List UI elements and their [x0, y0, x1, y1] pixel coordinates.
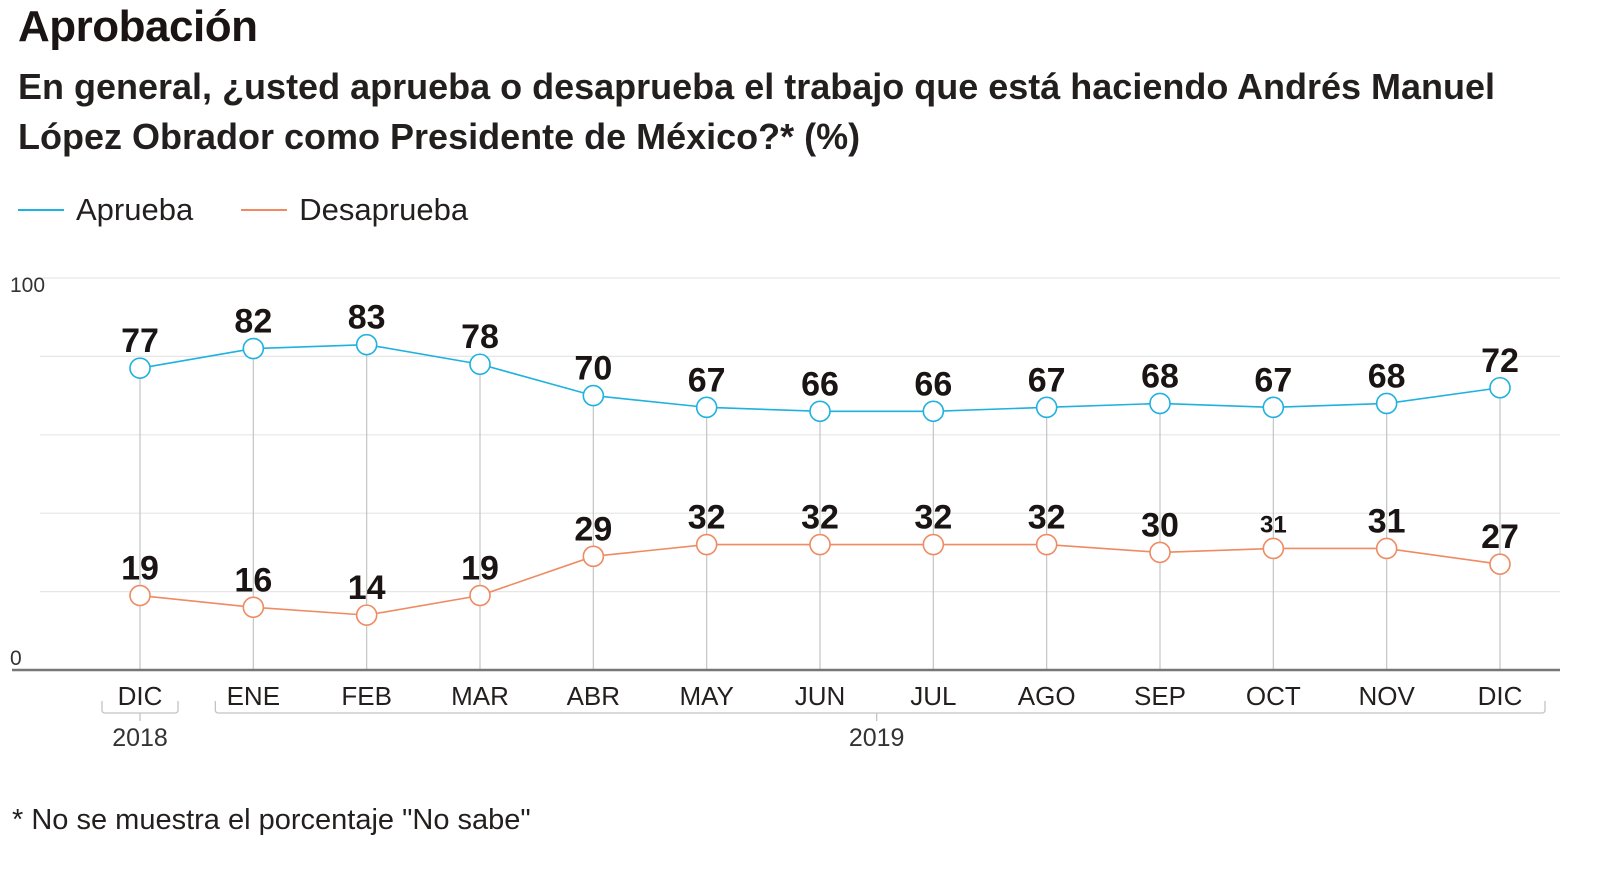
- x-tick-label: ENE: [227, 681, 280, 711]
- data-point-aprueba: [1375, 392, 1398, 415]
- data-label-aprueba: 67: [688, 361, 726, 399]
- data-label-desaprueba: 19: [121, 550, 159, 588]
- legend-label-desaprueba: Desaprueba: [299, 192, 469, 227]
- data-label-desaprueba: 32: [688, 499, 726, 537]
- x-tick-label: NOV: [1358, 681, 1415, 711]
- data-point-desaprueba: [1262, 537, 1285, 560]
- year-bracket-2019: [214, 701, 1546, 714]
- footnote: * No se muestra el porcentaje "No sabe": [12, 804, 531, 836]
- x-tick-label: DIC: [1478, 681, 1523, 711]
- data-label-aprueba: 68: [1141, 357, 1179, 395]
- data-point-desaprueba: [355, 604, 378, 626]
- data-point-aprueba: [922, 400, 945, 423]
- chart-title: Aprobación: [18, 2, 258, 51]
- data-label-aprueba: 67: [1028, 361, 1066, 399]
- data-label-desaprueba: 16: [234, 561, 272, 599]
- x-tick-label: MAY: [679, 681, 733, 711]
- year-brackets: 2018 2019: [101, 701, 1546, 752]
- data-label-desaprueba: 30: [1141, 506, 1179, 544]
- data-label-aprueba: 77: [121, 322, 159, 360]
- data-point-aprueba: [695, 396, 718, 419]
- x-tick-label: FEB: [341, 681, 392, 711]
- data-label-aprueba: 68: [1368, 357, 1406, 395]
- data-label-desaprueba: 14: [348, 569, 386, 607]
- data-label-desaprueba: 32: [801, 499, 839, 537]
- data-point-aprueba: [129, 357, 151, 379]
- x-axis-ticks: DIC ENE FEB MAR ABR MAY JUN JUL AGO SEP OCT NOV DIC: [118, 681, 1523, 711]
- data-label-desaprueba: 19: [461, 550, 499, 588]
- legend-item-aprueba: Aprueba: [18, 192, 193, 228]
- legend-swatch-aprueba: [18, 209, 64, 211]
- data-label-aprueba: 78: [461, 318, 499, 356]
- data-point-desaprueba: [129, 584, 151, 607]
- data-label-desaprueba: 32: [1028, 499, 1066, 537]
- data-point-aprueba: [1262, 396, 1285, 419]
- data-point-desaprueba: [1375, 537, 1398, 560]
- x-tick-label: JUN: [795, 681, 846, 711]
- data-point-aprueba: [1149, 392, 1171, 415]
- data-label-aprueba: 83: [348, 299, 386, 337]
- legend: Aprueba Desaprueba: [18, 192, 516, 228]
- gridlines: [40, 277, 1560, 593]
- x-tick-label: JUL: [910, 681, 956, 711]
- legend-item-desaprueba: Desaprueba: [241, 192, 468, 228]
- year-label-2019: 2019: [849, 724, 905, 752]
- data-label-aprueba: 70: [574, 350, 612, 388]
- data-label-aprueba: 66: [914, 365, 952, 403]
- data-point-desaprueba: [242, 596, 265, 619]
- y-tick-label-100: 100: [10, 274, 45, 297]
- data-point-aprueba: [809, 400, 831, 423]
- data-point-aprueba: [1035, 396, 1058, 419]
- data-point-desaprueba: [1035, 533, 1058, 556]
- data-point-aprueba: [242, 337, 265, 360]
- data-point-desaprueba: [469, 584, 491, 607]
- legend-label-aprueba: Aprueba: [76, 192, 194, 227]
- data-label-aprueba: 72: [1481, 342, 1519, 380]
- y-tick-label-0: 0: [10, 647, 22, 670]
- data-point-aprueba: [582, 384, 605, 407]
- data-point-desaprueba: [809, 533, 831, 556]
- y-axis-ticks: 100 0: [10, 274, 45, 670]
- year-label-2018: 2018: [112, 724, 168, 752]
- data-point-desaprueba: [582, 545, 605, 568]
- data-label-desaprueba: 27: [1481, 518, 1519, 556]
- data-point-aprueba: [469, 353, 491, 376]
- data-label-desaprueba: 31: [1260, 511, 1287, 538]
- data-point-desaprueba: [1149, 541, 1171, 564]
- data-label-aprueba: 82: [234, 303, 272, 341]
- chart-subtitle: En general, ¿usted aprueba o desaprueba …: [18, 66, 1496, 157]
- data-label-desaprueba: 31: [1368, 502, 1406, 540]
- series-group: [129, 333, 1511, 626]
- x-tick-label: SEP: [1134, 681, 1186, 711]
- x-tick-label: OCT: [1246, 681, 1301, 711]
- data-point-desaprueba: [922, 533, 945, 556]
- data-point-desaprueba: [1489, 553, 1511, 575]
- data-point-aprueba: [1489, 376, 1511, 399]
- x-tick-label: MAR: [451, 681, 509, 711]
- x-tick-label: DIC: [118, 681, 163, 711]
- x-tick-label: AGO: [1018, 681, 1076, 711]
- data-label-aprueba: 66: [801, 365, 839, 403]
- data-point-aprueba: [355, 333, 378, 356]
- data-label-aprueba: 67: [1254, 361, 1292, 399]
- data-point-desaprueba: [695, 533, 718, 556]
- data-label-desaprueba: 29: [574, 510, 612, 548]
- data-labels: 77 82 83 78 70 67 66 66 67 68 67 68 72 19 16 14 19 29 32 32…: [121, 299, 1519, 607]
- legend-swatch-desaprueba: [241, 209, 288, 211]
- x-tick-label: ABR: [567, 681, 620, 711]
- data-label-desaprueba: 32: [914, 499, 952, 537]
